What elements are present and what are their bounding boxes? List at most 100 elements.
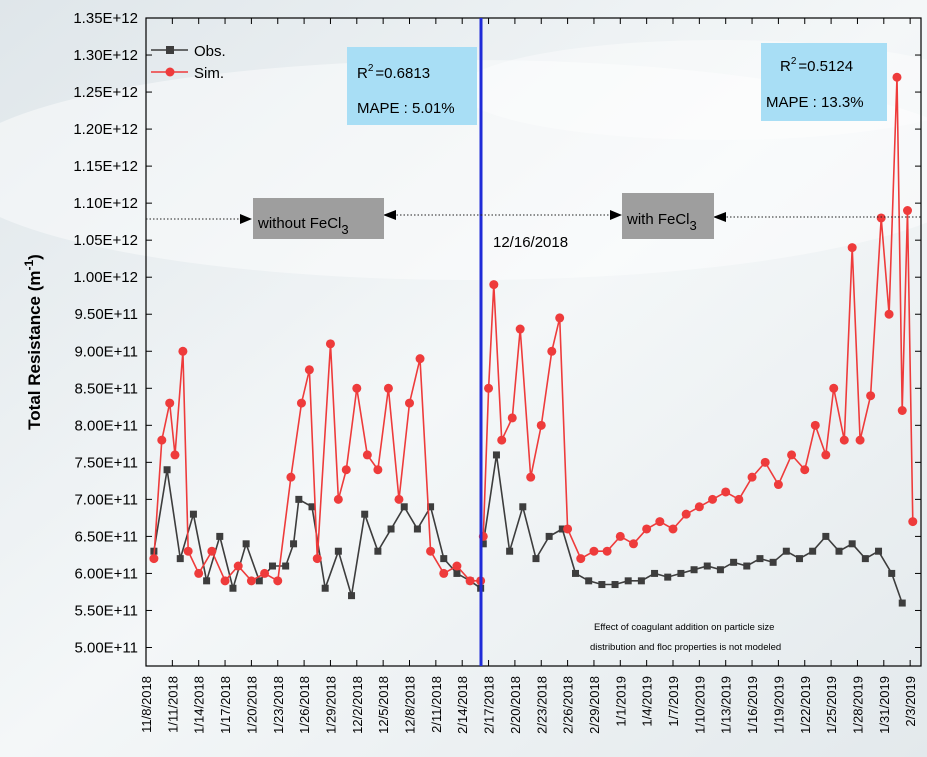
sim-point — [721, 487, 731, 497]
legend-obs-label: Obs. — [194, 43, 226, 60]
obs-point — [203, 577, 211, 585]
model-note-line2: distribution and floc properties is not … — [590, 642, 781, 653]
obs-point — [888, 569, 896, 577]
sim-point — [734, 494, 744, 504]
sim-point — [233, 561, 243, 571]
sim-point — [394, 494, 404, 504]
sim-point — [296, 398, 306, 408]
obs-point — [809, 547, 817, 555]
x-tick-label: 12/2/2018 — [350, 676, 365, 734]
obs-point — [769, 558, 777, 566]
sim-point — [497, 435, 507, 445]
obs-point — [255, 577, 263, 585]
sim-point — [800, 465, 810, 475]
y-tick-label: 6.00E+11 — [74, 565, 138, 582]
y-tick-label: 6.50E+11 — [74, 528, 138, 545]
sim-point — [165, 398, 175, 408]
y-tick-label: 9.50E+11 — [74, 306, 138, 323]
without-arrow — [146, 210, 481, 224]
y-tick-label: 1.00E+12 — [73, 269, 138, 286]
sim-point — [642, 524, 652, 534]
without-fecl3-label: without FeCl3 — [257, 215, 349, 237]
obs-point — [545, 532, 553, 540]
legend-sim-label: Sim. — [194, 65, 224, 82]
left-r2-text: R2 =0.6813 — [357, 63, 430, 82]
obs-point — [730, 558, 738, 566]
sim-point — [415, 354, 425, 364]
sim-point — [773, 480, 783, 490]
obs-point — [321, 584, 329, 592]
x-tick-label: 1/20/2018 — [244, 676, 259, 734]
obs-point — [334, 547, 342, 555]
sim-point — [352, 383, 362, 393]
sim-point — [405, 398, 414, 408]
sim-point — [821, 450, 831, 460]
obs-point — [413, 525, 421, 533]
obs-point — [756, 555, 764, 563]
obs-point — [400, 503, 408, 511]
obs-point — [268, 562, 276, 570]
sim-point — [325, 339, 335, 349]
obs-point — [479, 540, 487, 548]
sim-point — [383, 383, 393, 393]
x-tick-label: 1/26/2018 — [297, 676, 312, 734]
sim-point — [465, 576, 475, 586]
sim-point — [547, 346, 557, 356]
sim-point — [452, 561, 462, 571]
obs-point — [861, 555, 869, 563]
legend: Obs. Sim. — [151, 43, 226, 82]
sim-point — [484, 383, 494, 393]
sim-point — [439, 568, 449, 578]
sim-point — [260, 568, 270, 578]
sim-point — [876, 213, 886, 223]
sim-point — [526, 472, 536, 482]
obs-series-line — [153, 469, 482, 596]
sim-point — [855, 435, 865, 445]
sim-point — [304, 365, 314, 375]
obs-point — [558, 525, 566, 533]
sim-point — [183, 546, 193, 556]
obs-point — [440, 555, 448, 563]
obs-point — [229, 584, 237, 592]
x-axis: 11/8/2018 1/11/2018 1/14/2018 1/17/2018 1/20… — [139, 18, 918, 734]
obs-point — [282, 562, 290, 570]
sim-point — [170, 450, 180, 460]
sim-series-line — [153, 343, 481, 583]
sim-point — [655, 517, 665, 527]
sim-point — [207, 546, 217, 556]
right-mape-text: MAPE : 13.3% — [766, 94, 864, 111]
sim-point — [847, 243, 857, 253]
legend-obs-marker — [166, 46, 174, 54]
obs-point — [611, 581, 619, 589]
sim-point — [810, 420, 820, 430]
x-tick-label: 12/8/2018 — [403, 676, 418, 734]
x-tick-label: 1/19/2019 — [771, 676, 786, 734]
plot-frame — [145, 17, 922, 667]
sim-point — [589, 546, 599, 556]
y-tick-label: 1.15E+12 — [73, 158, 138, 175]
sim-series-line — [482, 77, 914, 560]
right-stats-box — [761, 43, 887, 121]
obs-point — [519, 503, 527, 511]
x-tick-label: 1/23/2018 — [271, 676, 286, 734]
y-tick-label: 1.25E+12 — [73, 84, 138, 101]
x-tick-label: 2/17/2018 — [482, 676, 497, 734]
x-tick-label: 2/29/2018 — [587, 676, 602, 734]
sim-point — [220, 576, 230, 586]
left-mape-text: MAPE : 5.01% — [357, 100, 455, 117]
obs-point — [875, 547, 883, 555]
y-tick-label: 1.20E+12 — [73, 121, 138, 138]
y-tick-label: 7.00E+11 — [74, 491, 138, 508]
obs-point — [795, 555, 803, 563]
sim-point — [555, 313, 565, 323]
sim-point — [602, 546, 612, 556]
obs-point — [598, 581, 606, 589]
x-tick-label: 1/11/2018 — [165, 676, 180, 733]
obs-point — [290, 540, 298, 548]
sim-point — [194, 568, 204, 578]
sim-point — [897, 406, 907, 416]
obs-point — [163, 466, 171, 474]
y-tick-label: 8.00E+11 — [74, 417, 138, 434]
sim-point — [157, 435, 167, 445]
